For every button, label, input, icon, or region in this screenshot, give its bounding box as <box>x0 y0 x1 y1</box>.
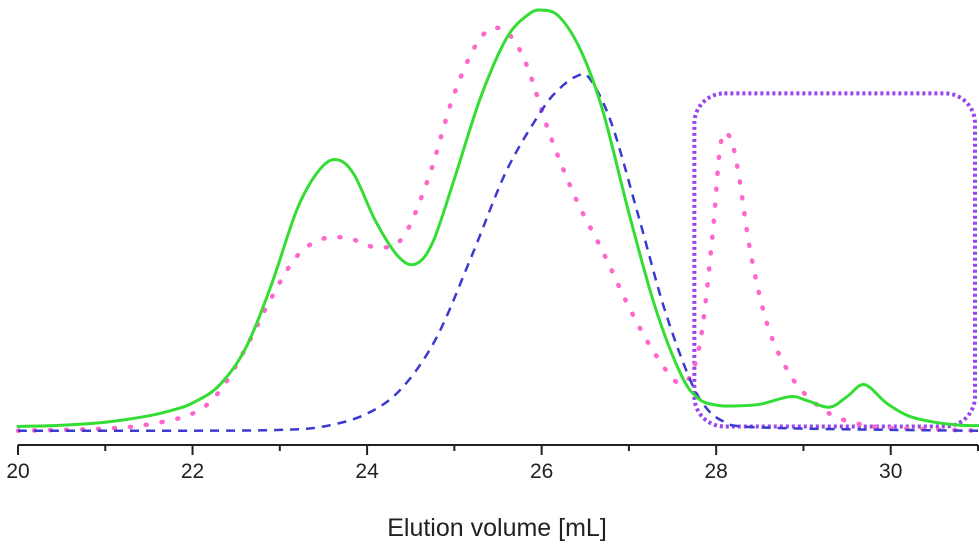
plot-area <box>15 8 979 433</box>
x-tick-label: 22 <box>181 460 204 483</box>
series-line-dotted <box>15 25 979 433</box>
x-tick-label: 30 <box>879 460 902 483</box>
x-tick-label: 20 <box>6 460 29 483</box>
x-tick-label: 28 <box>705 460 728 483</box>
x-axis-ticks: 20 22 24 26 28 30 <box>6 445 979 483</box>
series-line-solid <box>16 8 979 428</box>
x-tick-label: 26 <box>530 460 553 483</box>
series-line-dashed <box>17 72 979 433</box>
x-axis-title: Elution volume [mL] <box>387 514 607 542</box>
x-tick-label: 24 <box>355 460 379 483</box>
highlight-box-0 <box>692 91 977 429</box>
